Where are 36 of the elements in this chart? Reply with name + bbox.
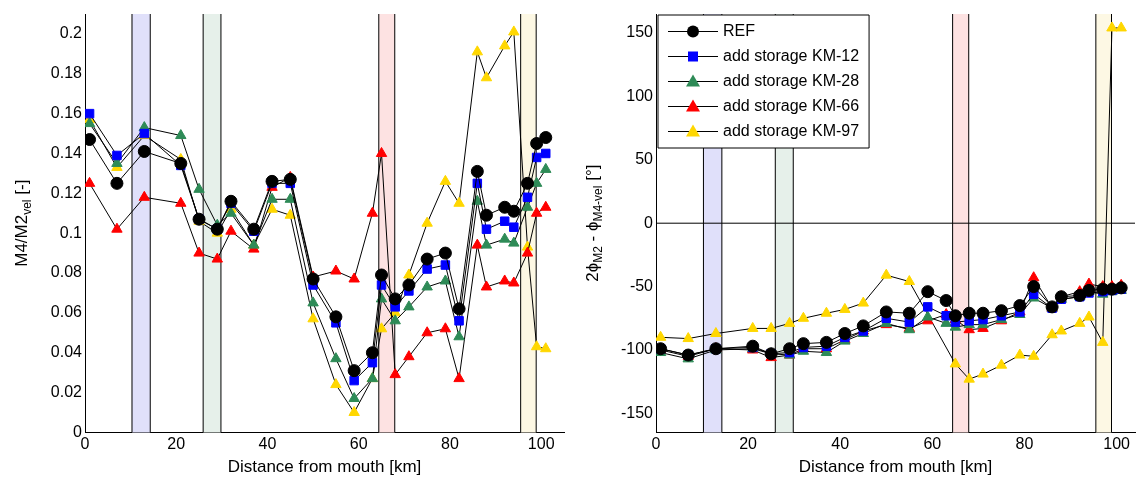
x-tick-label: 80 xyxy=(1015,435,1034,453)
x-tick-label: 20 xyxy=(167,435,186,453)
y-tick-label: 0 xyxy=(644,213,654,231)
x-tick-label: 100 xyxy=(527,435,555,453)
legend-label: add storage KM-97 xyxy=(723,121,860,139)
y-axis-title: M4/M2vel [-] xyxy=(11,179,35,267)
x-tick-label: 60 xyxy=(349,435,368,453)
y-tick-label: 0.14 xyxy=(50,143,83,161)
legend-label: REF xyxy=(723,21,756,39)
legend-label: add storage KM-12 xyxy=(723,46,860,64)
y-tick-label: -50 xyxy=(629,277,654,294)
y-tick-label: 100 xyxy=(626,86,654,104)
x-tick-label: 40 xyxy=(831,435,850,453)
y-tick-label: 0.1 xyxy=(59,223,83,241)
x-axis-title: Distance from mouth [km] xyxy=(227,457,422,477)
y-tick-label: 150 xyxy=(626,23,654,41)
y-tick-label: -150 xyxy=(620,403,654,421)
y-tick-label: 50 xyxy=(635,150,654,168)
x-tick-label: 100 xyxy=(1103,435,1131,453)
y-tick-label: 0.06 xyxy=(50,303,83,321)
legend-label: add storage KM-66 xyxy=(723,96,860,114)
y-tick-label: 0.16 xyxy=(50,104,83,122)
y-tick-label: 0.02 xyxy=(50,382,83,400)
x-tick-label: 80 xyxy=(441,435,459,453)
y-tick-label: 0.12 xyxy=(50,183,83,201)
x-tick-label: 60 xyxy=(923,435,942,453)
y-tick-label: 0.08 xyxy=(50,263,83,281)
y-tick-label: -100 xyxy=(620,340,654,358)
x-tick-label: 40 xyxy=(258,435,277,453)
y-tick-label: 0.04 xyxy=(50,343,83,361)
x-tick-label: 20 xyxy=(739,435,758,453)
legend-label: add storage KM-28 xyxy=(723,71,860,89)
y-tick-label: 0.2 xyxy=(59,24,83,42)
y-axis-title: 2ϕM2 - ϕM4-vel [°] xyxy=(582,164,606,282)
x-axis-title: Distance from mouth [km] xyxy=(798,457,993,477)
y-tick-label: 0.18 xyxy=(50,64,83,82)
